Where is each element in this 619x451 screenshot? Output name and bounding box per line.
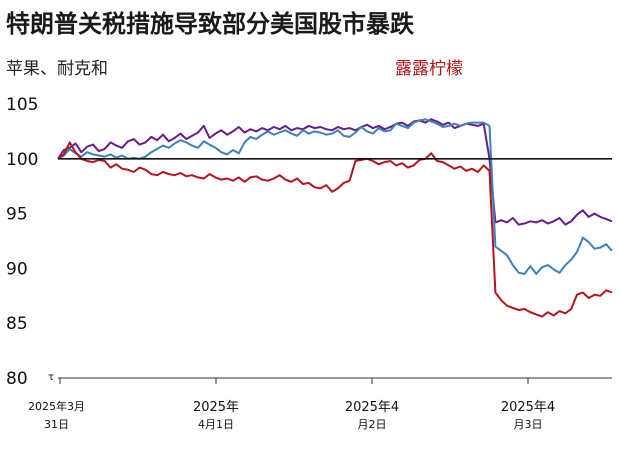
chart-axes [58,377,612,384]
y-axis-marker: τ [48,372,54,383]
series-line-2 [57,141,613,318]
y-tick-label: 90 [6,259,28,279]
x-tick-label-line1: 2025年4 [501,400,555,415]
legend-entry-lululemon: 露露柠檬 [395,59,463,79]
x-tick-label-line1: 2025年3月 [28,399,85,413]
x-tick-label-line2: 31日 [44,418,69,431]
series-line-0 [57,118,613,226]
series-line-1 [57,118,613,275]
y-tick-label: 95 [6,205,28,225]
x-axis-labels: 2025年3月 31日 2025年 4月1日 2025年4 月2日 2025年4 月3日 [28,399,555,431]
y-axis-labels: 105 100 95 90 85 80 τ [6,95,54,389]
series-layer [57,118,613,318]
x-tick-label-line1: 2025年4 [345,400,399,415]
x-tick-label-line2: 月3日 [514,418,543,431]
legend-entry-apple-nike: 苹果、耐克和 [6,59,108,79]
y-tick-label: 80 [6,369,28,389]
x-tick-label-line2: 4月1日 [198,418,234,431]
y-tick-label: 100 [6,150,38,170]
y-tick-label: 85 [6,314,28,334]
y-tick-label: 105 [6,95,38,115]
x-tick-label-line2: 月2日 [358,418,387,431]
chart-title: 特朗普关税措施导致部分美国股市暴跌 [6,10,414,38]
x-tick-label-line1: 2025年 [193,400,239,415]
